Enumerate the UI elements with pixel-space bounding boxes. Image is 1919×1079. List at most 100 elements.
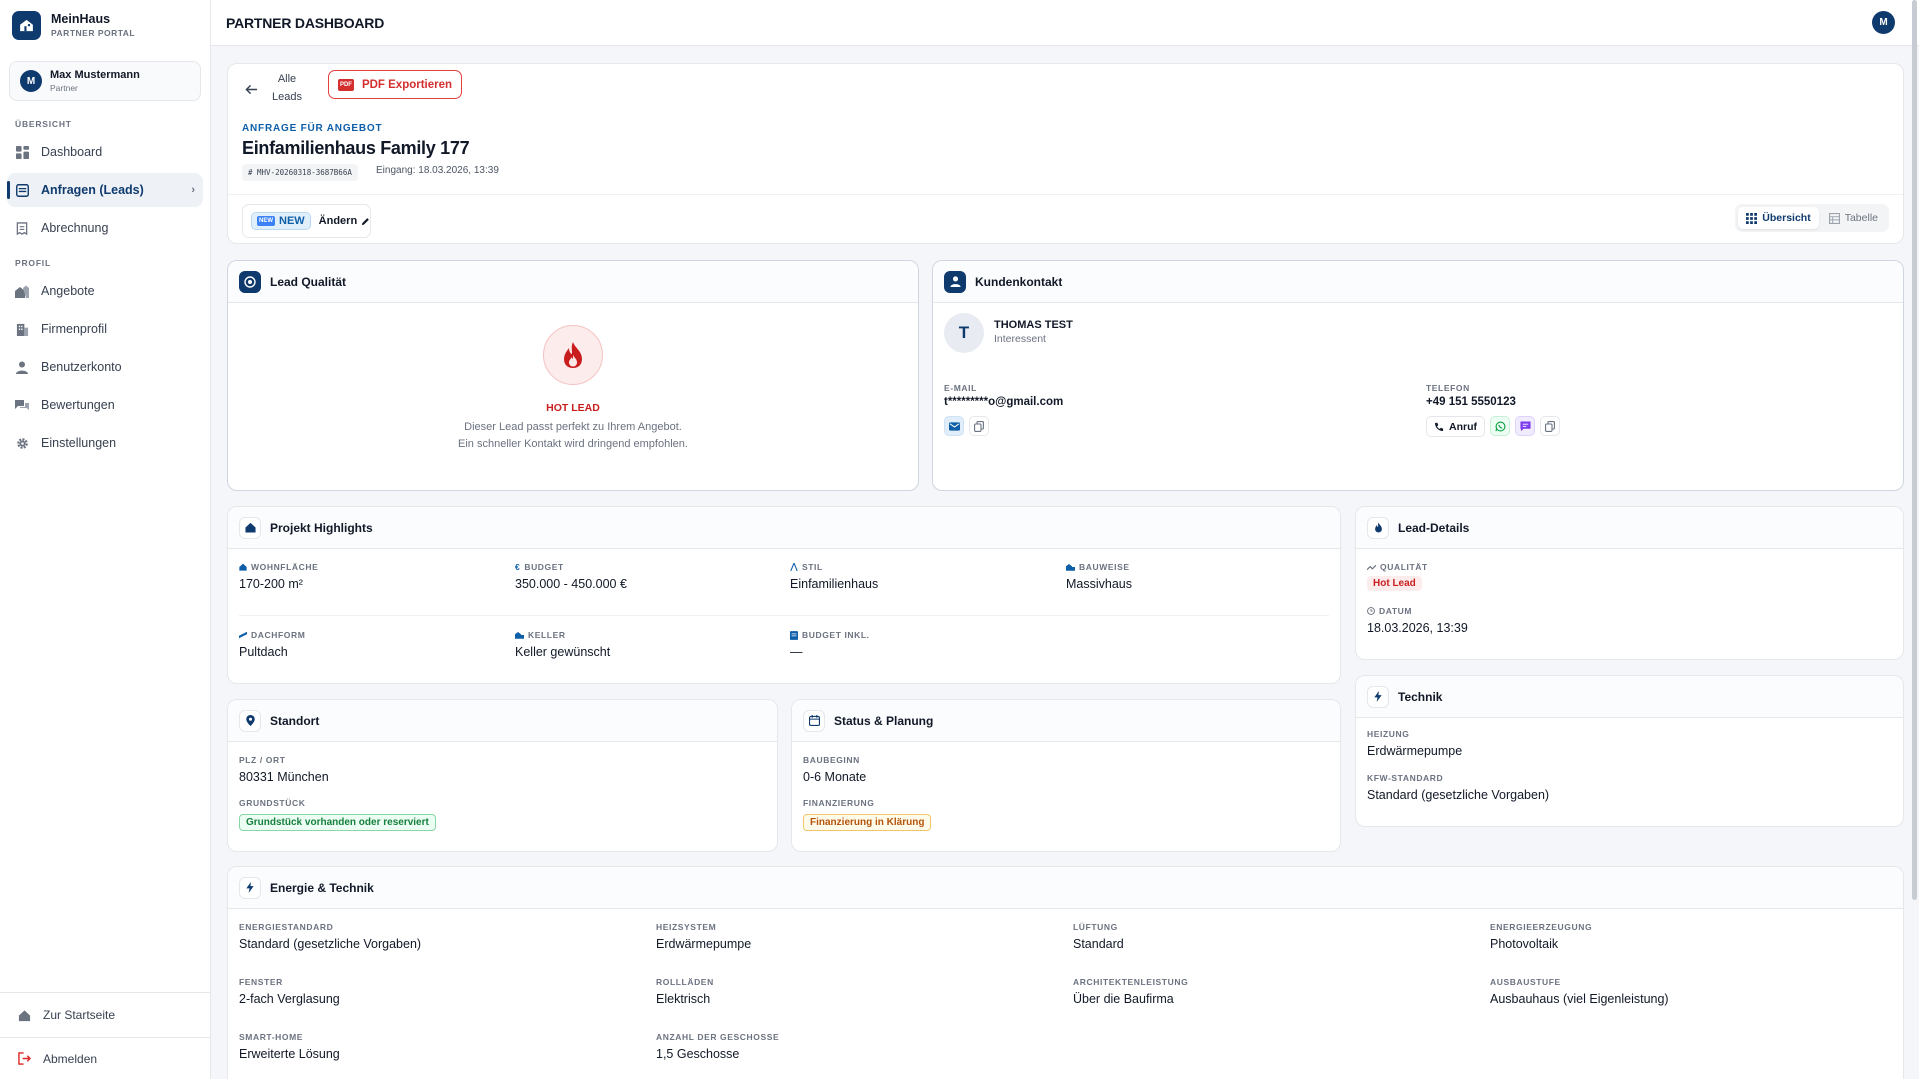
logout-label: Abmelden xyxy=(43,1051,98,1066)
status-badge: Hot Lead xyxy=(1367,576,1422,591)
calendar-icon xyxy=(803,709,825,732)
field-label: ANZAHL DER GESCHOSSE xyxy=(656,1032,780,1042)
map-pin-icon xyxy=(239,709,261,732)
sms-button[interactable] xyxy=(1515,416,1535,436)
user-icon xyxy=(15,360,29,374)
call-button[interactable]: Anruf xyxy=(1426,416,1485,437)
sidebar-item-einstellungen[interactable]: Einstellungen xyxy=(7,426,203,460)
phone-actions: Anruf xyxy=(1426,416,1560,437)
user-card[interactable]: M Max Mustermann Partner xyxy=(9,61,201,101)
email-actions xyxy=(944,416,989,436)
view-overview-label: Übersicht xyxy=(1762,212,1811,224)
field-energiestandard: ENERGIESTANDARD Standard (gesetzliche Vo… xyxy=(239,922,421,951)
sidebar-item-abrechnung[interactable]: Abrechnung xyxy=(7,211,203,245)
lead-quality-card: Lead Qualität HOT LEAD Dieser Lead passt… xyxy=(227,260,919,491)
sidebar-item-leads[interactable]: Anfragen (Leads) › xyxy=(7,173,203,207)
sidebar-item-label: Benutzerkonto xyxy=(41,360,122,374)
card-header: Standort xyxy=(228,700,777,742)
send-email-button[interactable] xyxy=(944,416,964,436)
field-label: ROLLLÄDEN xyxy=(656,977,714,987)
card-header: Technik xyxy=(1356,676,1903,718)
field-value: Ausbauhaus (viel Eigenleistung) xyxy=(1490,992,1669,1006)
user-role: Partner xyxy=(50,83,78,93)
sidebar-item-label: Anfragen (Leads) xyxy=(41,183,144,197)
whatsapp-button[interactable] xyxy=(1490,416,1510,436)
pdf-export-button[interactable]: PDF PDF Exportieren xyxy=(328,70,462,99)
inbox-icon xyxy=(15,183,29,197)
copy-phone-button[interactable] xyxy=(1540,416,1560,436)
field-value: 1,5 Geschosse xyxy=(656,1047,740,1061)
pdf-export-label: PDF Exportieren xyxy=(361,78,453,91)
field-label: ENERGIESTANDARD xyxy=(239,922,334,932)
view-table-label: Tabelle xyxy=(1844,212,1878,224)
receipt-icon xyxy=(790,630,798,640)
field-label: DACHFORM xyxy=(239,630,305,640)
contact-phone[interactable]: +49 151 5550123 xyxy=(1426,396,1516,408)
field-label: € BUDGET xyxy=(515,562,627,572)
sidebar-item-bewertungen[interactable]: Bewertungen xyxy=(7,388,203,422)
message-icon xyxy=(1519,420,1531,432)
grid-icon xyxy=(15,145,29,159)
basement-icon xyxy=(515,631,524,639)
home-icon xyxy=(239,563,247,571)
sidebar-item-dashboard[interactable]: Dashboard xyxy=(7,135,203,169)
change-status-label: Ändern xyxy=(318,215,358,227)
logout-button[interactable]: Abmelden xyxy=(0,1037,211,1079)
sidebar-item-label: Abrechnung xyxy=(41,221,109,235)
sidebar-item-angebote[interactable]: Angebote xyxy=(7,274,203,308)
field-label-text: DATUM xyxy=(1379,606,1413,616)
scrollbar[interactable] xyxy=(1912,0,1917,900)
field-stil: STIL Einfamilienhaus xyxy=(790,562,878,591)
avatar: M xyxy=(20,70,42,92)
card-title: Projekt Highlights xyxy=(270,520,373,535)
roof-icon xyxy=(239,631,247,639)
field-smart-home: SMART-HOME Erweiterte Lösung xyxy=(239,1032,340,1061)
card-header: Projekt Highlights xyxy=(228,507,1340,549)
home-link[interactable]: Zur Startseite xyxy=(0,992,211,1037)
field-rolllaeden: ROLLLÄDEN Elektrisch xyxy=(656,977,714,1006)
lead-id-chip: # MHV-20260318-3687B66A xyxy=(242,164,358,181)
field-label: ENERGIEERZEUGUNG xyxy=(1490,922,1593,932)
field-value: Massivhaus xyxy=(1066,577,1132,591)
compass-icon xyxy=(790,563,798,571)
sidebar: MeinHaus PARTNER PORTAL M Max Mustermann… xyxy=(0,0,211,1079)
project-highlights-card: Projekt Highlights WOHNFLÄCHE 170-200 m²… xyxy=(227,506,1341,684)
home-icon xyxy=(18,1009,31,1022)
sidebar-item-label: Bewertungen xyxy=(41,398,115,412)
sidebar-item-firmenprofil[interactable]: Firmenprofil xyxy=(7,312,203,346)
field-value: Einfamilienhaus xyxy=(790,577,879,591)
lead-header-card: Alle Leads PDF PDF Exportieren ANFRAGE F… xyxy=(227,63,1904,244)
card-title: Energie & Technik xyxy=(270,880,374,895)
back-button[interactable] xyxy=(242,80,260,98)
status-label: NEW xyxy=(279,215,305,227)
target-icon xyxy=(239,270,261,293)
avatar[interactable]: M xyxy=(1872,11,1895,34)
field-wohnflaeche: WOHNFLÄCHE 170-200 m² xyxy=(239,562,318,591)
field-label: QUALITÄT xyxy=(1367,562,1428,572)
field-budget-inkl: BUDGET INKL. — xyxy=(790,630,870,659)
field-label: E-MAIL xyxy=(944,383,977,393)
copy-icon xyxy=(1545,420,1555,432)
view-overview-button[interactable]: Übersicht xyxy=(1738,207,1819,229)
field-label: SMART-HOME xyxy=(239,1032,304,1042)
contact-email[interactable]: t*********o@gmail.com xyxy=(944,396,1064,408)
change-status-button[interactable]: Ändern xyxy=(319,215,371,227)
field-value: 350.000 - 450.000 € xyxy=(515,577,627,591)
field-value: Standard (gesetzliche Vorgaben) xyxy=(239,937,422,951)
field-dachform: DACHFORM Pultdach xyxy=(239,630,305,659)
copy-email-button[interactable] xyxy=(969,416,989,436)
field-value: 18.03.2026, 13:39 xyxy=(1367,621,1468,635)
field-label-text: BUDGET INKL. xyxy=(802,630,870,640)
contact-name: THOMAS TEST xyxy=(994,319,1073,331)
brand[interactable]: MeinHaus PARTNER PORTAL xyxy=(0,0,210,50)
card-header: Status & Planung xyxy=(792,700,1340,742)
energy-technik-card: Energie & Technik ENERGIESTANDARD Standa… xyxy=(227,866,1904,1079)
euro-icon: € xyxy=(515,562,521,572)
flame-icon xyxy=(543,325,603,385)
sidebar-item-benutzerkonto[interactable]: Benutzerkonto xyxy=(7,350,203,384)
back-link-label[interactable]: Alle Leads xyxy=(272,73,302,103)
view-table-button[interactable]: Tabelle xyxy=(1821,207,1886,229)
status-selector[interactable]: NEW NEW Ändern xyxy=(242,204,371,238)
field-finanzierung: FINANZIERUNG Finanzierung in Klärung xyxy=(803,798,932,831)
table-icon xyxy=(1828,212,1840,224)
